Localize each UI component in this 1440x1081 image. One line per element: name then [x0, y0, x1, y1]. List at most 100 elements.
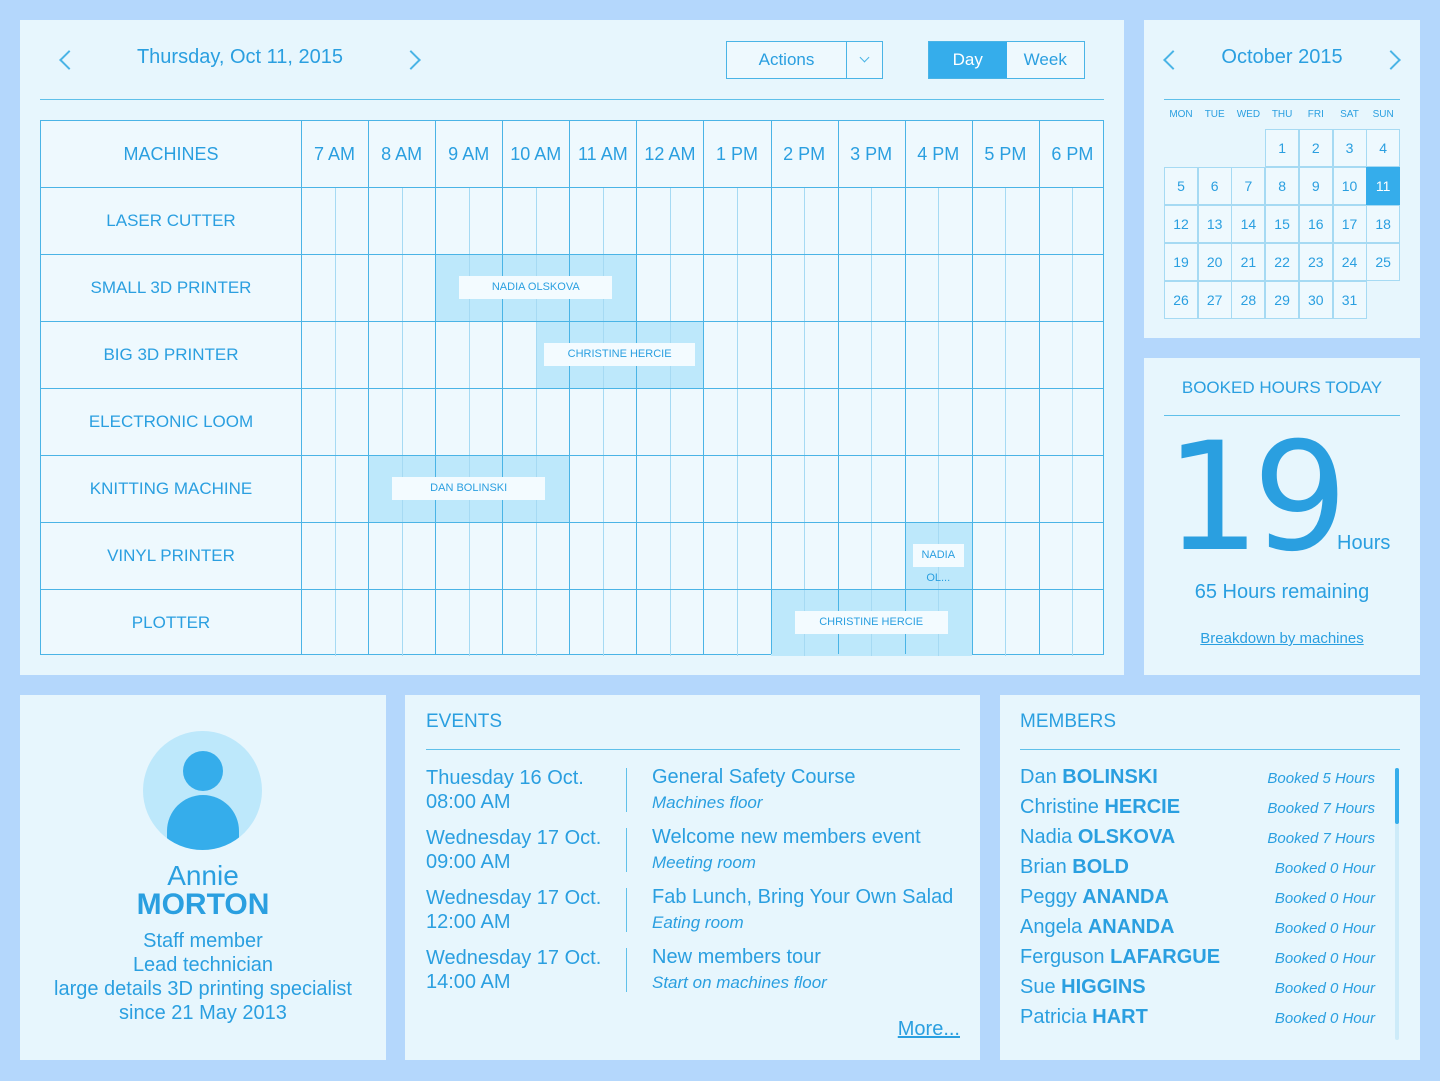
grid-half-line [1072, 187, 1074, 656]
calendar-day[interactable]: 26 [1164, 281, 1198, 319]
booking-member-tag[interactable]: NADIA OLSKOVA [459, 276, 613, 299]
calendar-day[interactable]: 10 [1332, 167, 1367, 205]
calendar-day[interactable]: 30 [1298, 281, 1333, 319]
grid-line [971, 121, 973, 654]
calendar-day[interactable]: 6 [1197, 167, 1232, 205]
member-name[interactable]: Sue HIGGINS [1020, 976, 1146, 999]
calendar-day[interactable]: 17 [1332, 205, 1367, 243]
event-name[interactable]: General Safety Course [652, 766, 856, 788]
member-name[interactable]: Ferguson LAFARGUE [1020, 946, 1220, 969]
calendar-day[interactable]: 21 [1231, 243, 1266, 281]
event-day: Wednesday 17 Oct. [426, 887, 602, 909]
booking-member-tag[interactable]: NADIA OL... [912, 544, 964, 584]
event-day: Wednesday 17 Oct. [426, 947, 602, 969]
grid-line [636, 121, 638, 654]
grid-line [41, 321, 1103, 322]
calendar-day[interactable]: 14 [1231, 205, 1266, 243]
tab-day[interactable]: Day [929, 42, 1007, 78]
event-name[interactable]: Welcome new members event [652, 826, 921, 848]
grid-line [1038, 121, 1040, 654]
hour-header: 6 PM [1051, 144, 1094, 164]
events-more-link[interactable]: More... [897, 1018, 960, 1040]
grid-line [41, 522, 1103, 523]
members-divider [1020, 749, 1400, 750]
event-location: Machines floor [652, 793, 763, 812]
hour-header: 7 AM [314, 144, 356, 164]
chevron-down-icon[interactable] [847, 42, 882, 78]
calendar-day[interactable]: 15 [1265, 205, 1300, 243]
grid-line [904, 121, 906, 654]
member-name[interactable]: Angela ANANDA [1020, 916, 1175, 939]
events-divider [426, 749, 960, 750]
member-name[interactable]: Peggy ANANDA [1020, 886, 1169, 909]
calendar-day[interactable]: 19 [1164, 243, 1198, 281]
grid-line [41, 254, 1103, 255]
weekday-label: MON [1169, 109, 1193, 120]
member-name[interactable]: Patricia HART [1020, 1006, 1148, 1029]
hour-header: 9 AM [448, 144, 490, 164]
calendar-day[interactable]: 28 [1231, 281, 1266, 319]
profile-last-name: MORTON [136, 888, 270, 921]
calendar-day[interactable]: 31 [1332, 281, 1367, 319]
calendar-day[interactable]: 23 [1298, 243, 1333, 281]
member-name[interactable]: Dan BOLINSKI [1020, 766, 1158, 789]
tab-week[interactable]: Week [1006, 42, 1084, 78]
member-booked-hours: Booked 5 Hours [1267, 770, 1375, 787]
calendar-divider [1164, 99, 1400, 100]
actions-dropdown[interactable]: Actions [726, 41, 883, 79]
calendar-day[interactable]: 4 [1366, 129, 1401, 167]
calendar-day[interactable]: 7 [1231, 167, 1266, 205]
machine-label: VINYL PRINTER [107, 546, 235, 565]
machine-label: ELECTRONIC LOOM [88, 412, 254, 431]
member-name[interactable]: Nadia OLSKOVA [1020, 826, 1175, 849]
events-title: EVENTS [426, 711, 503, 732]
calendar-day[interactable]: 1 [1265, 129, 1300, 167]
weekday-label: WED [1236, 109, 1261, 120]
grid-line [569, 121, 571, 654]
member-last-name: HIGGINS [1061, 976, 1146, 998]
event-time: 09:00 AM [426, 851, 511, 873]
calendar-day[interactable]: 2 [1298, 129, 1333, 167]
member-name[interactable]: Christine HERCIE [1020, 796, 1180, 819]
member-booked-hours: Booked 0 Hour [1274, 950, 1375, 967]
calendar-day[interactable]: 5 [1164, 167, 1198, 205]
view-toggle: Day Week [928, 41, 1085, 79]
machine-label: KNITTING MACHINE [89, 479, 253, 498]
breakdown-by-machines-link[interactable]: Breakdown by machines [1200, 630, 1364, 647]
member-name[interactable]: Brian BOLD [1020, 856, 1129, 879]
calendar-day[interactable]: 29 [1265, 281, 1300, 319]
members-panel [1000, 695, 1420, 1060]
grid-half-line [1005, 187, 1007, 656]
event-location: Eating room [652, 913, 744, 932]
booking-member-tag[interactable]: DAN BOLINSKI [392, 477, 546, 500]
booking-member-tag[interactable]: CHRISTINE HERCIE [794, 611, 948, 634]
profile-first-name: Annie [167, 860, 239, 891]
calendar-day[interactable]: 18 [1366, 205, 1401, 243]
calendar-day[interactable]: 27 [1197, 281, 1232, 319]
event-name[interactable]: Fab Lunch, Bring Your Own Salad [652, 886, 954, 908]
calendar-day[interactable]: 13 [1197, 205, 1232, 243]
member-first-name: Christine [1020, 796, 1099, 818]
schedule-date-title: Thursday, Oct 11, 2015 [136, 46, 344, 68]
calendar-day[interactable]: 9 [1298, 167, 1333, 205]
members-scrollbar[interactable] [1395, 768, 1399, 1040]
calendar-day[interactable]: 22 [1265, 243, 1300, 281]
actions-label[interactable]: Actions [727, 42, 847, 78]
calendar-day-selected[interactable]: 11 [1366, 167, 1401, 205]
member-last-name: OLSKOVA [1077, 826, 1176, 848]
members-scrollbar-thumb[interactable] [1395, 768, 1399, 824]
member-last-name: ANANDA [1087, 916, 1175, 938]
hours-remaining: 65 Hours remaining [1194, 581, 1370, 603]
calendar-day[interactable]: 16 [1298, 205, 1333, 243]
event-name[interactable]: New members tour [652, 946, 821, 968]
profile-since: since 21 May 2013 [119, 1002, 287, 1024]
member-first-name: Peggy [1020, 886, 1077, 908]
calendar-day[interactable]: 20 [1197, 243, 1232, 281]
calendar-day[interactable]: 3 [1332, 129, 1367, 167]
calendar-day[interactable]: 25 [1366, 243, 1401, 281]
calendar-day[interactable]: 12 [1164, 205, 1198, 243]
booking-member-tag[interactable]: CHRISTINE HERCIE [543, 343, 696, 366]
calendar-day[interactable]: 8 [1265, 167, 1300, 205]
grid-half-line [669, 187, 671, 656]
calendar-day[interactable]: 24 [1332, 243, 1367, 281]
